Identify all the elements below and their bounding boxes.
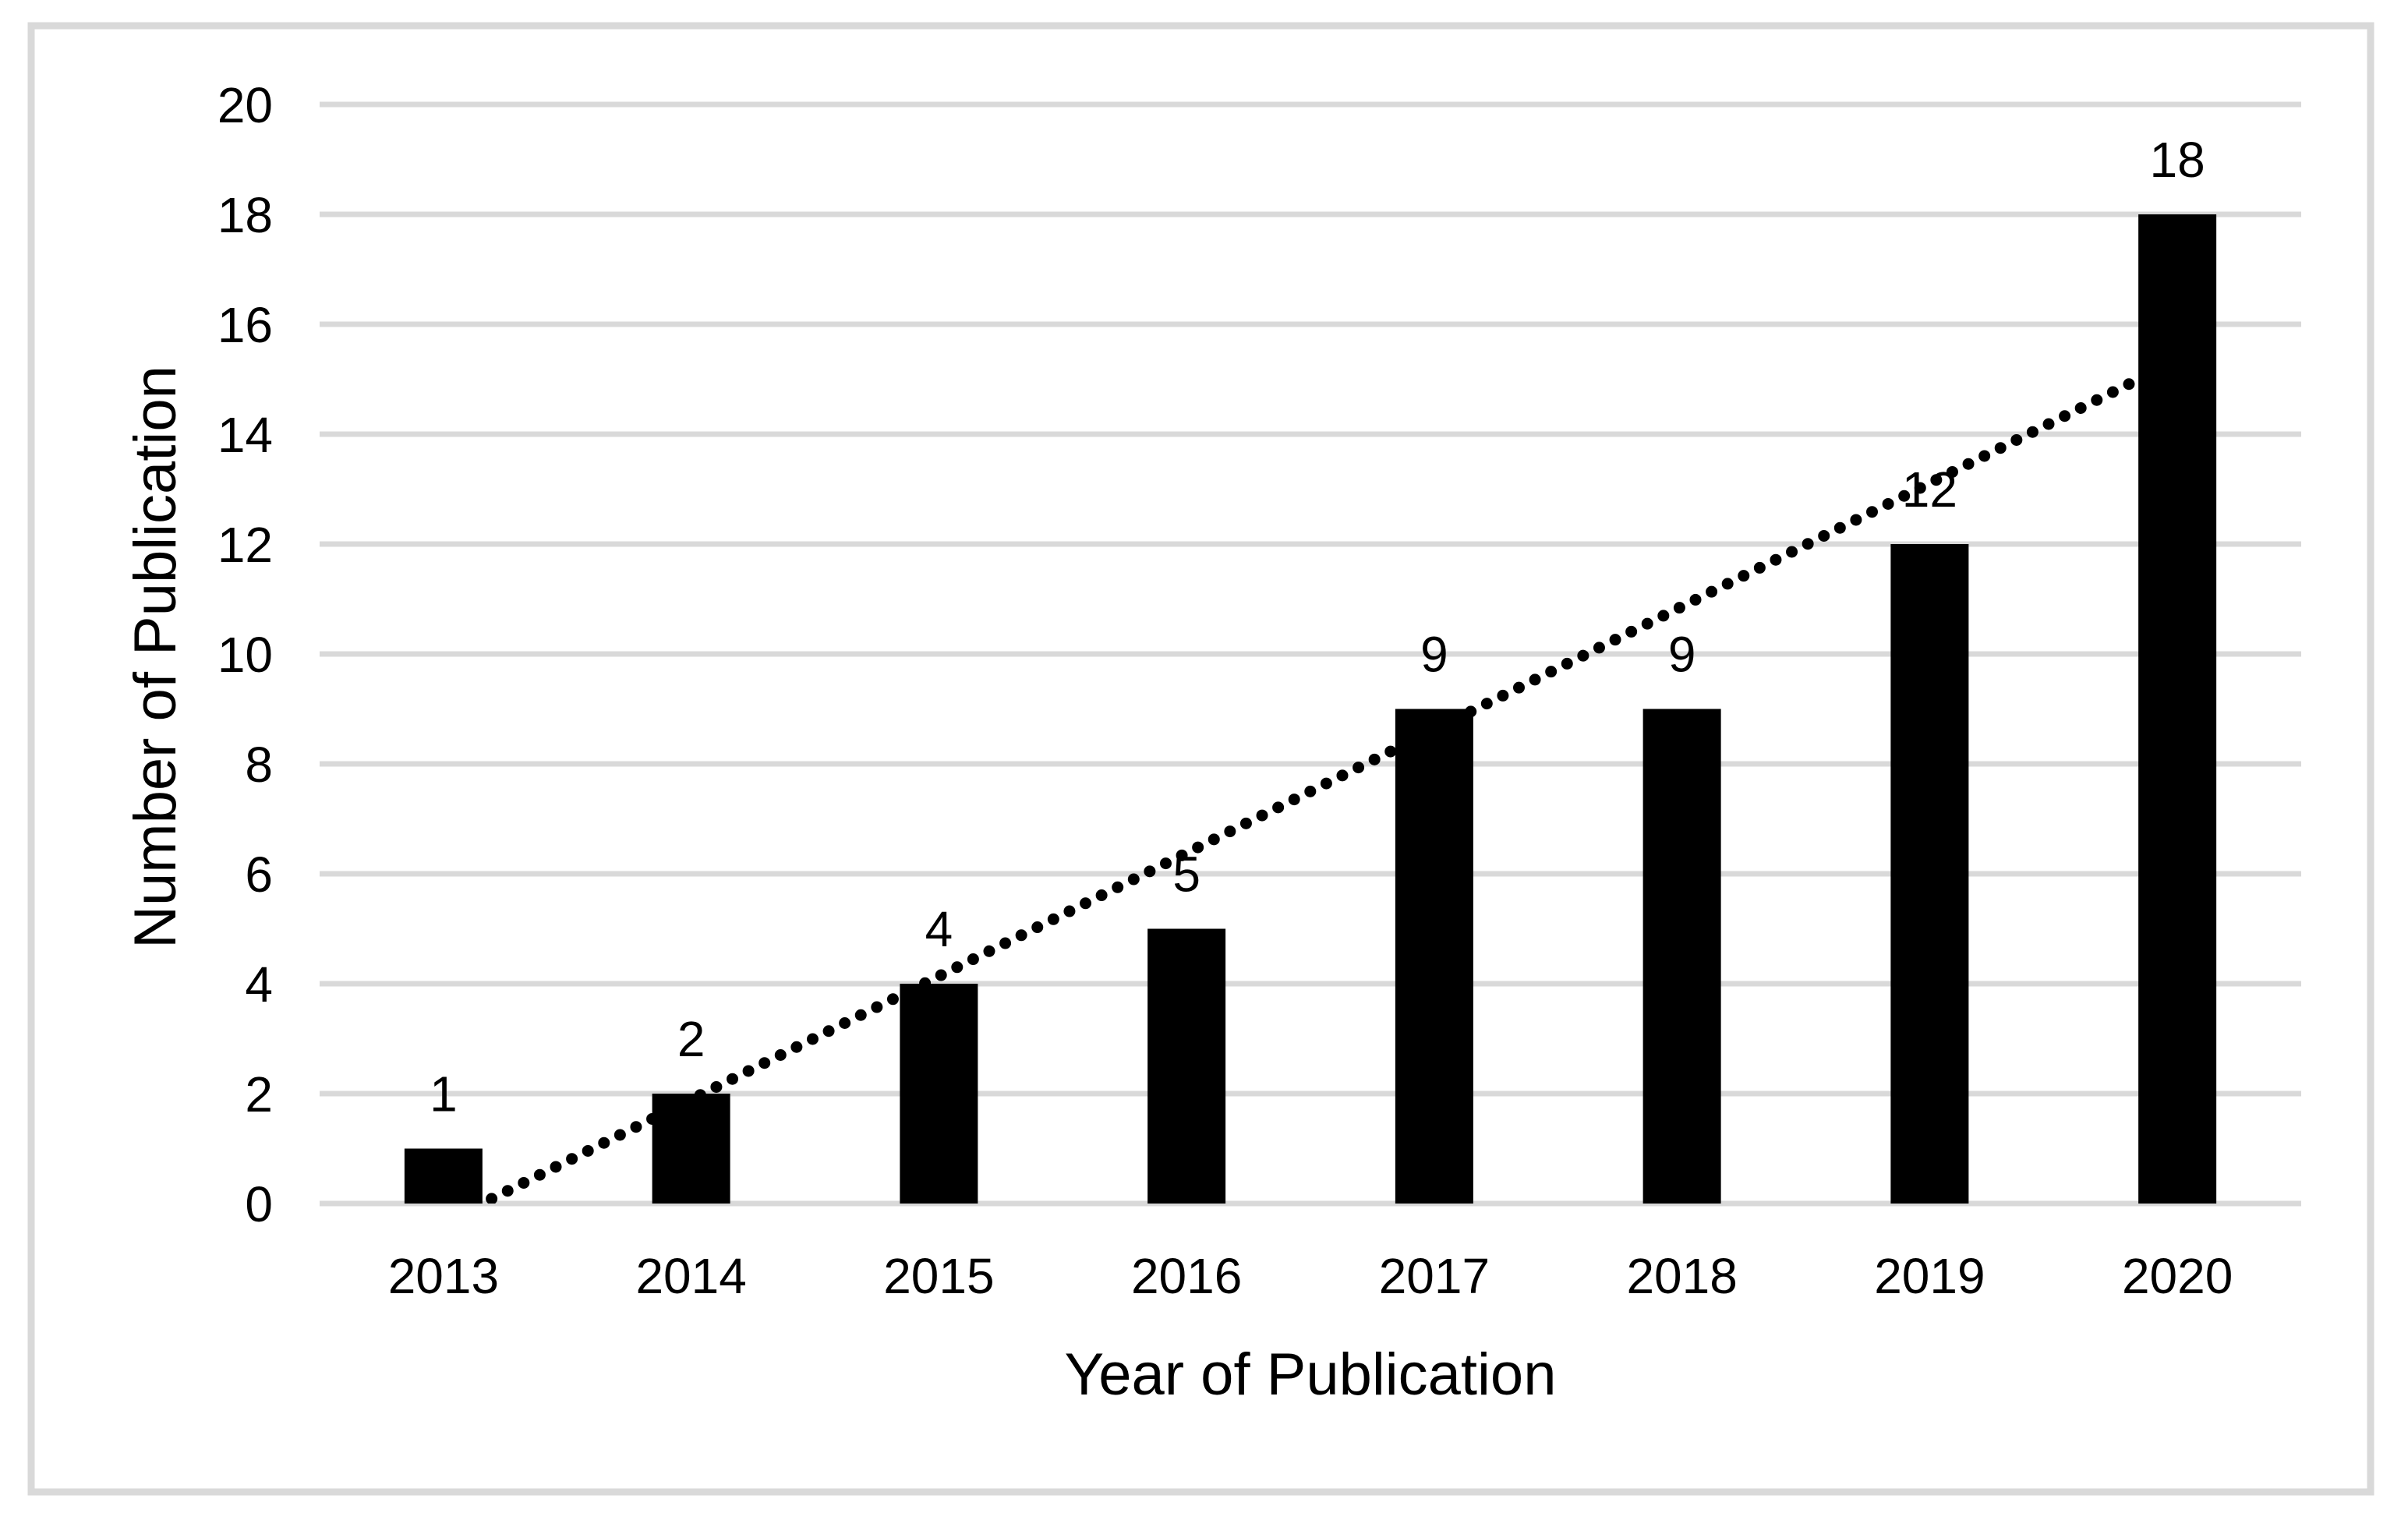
- x-axis-title: Year of Publication: [1064, 1341, 1557, 1408]
- x-axis-category-labels: 2013 2014 2015 2016 2017 2018 2019 2020: [320, 1246, 2301, 1306]
- x-tick-label-2020: 2020: [2121, 1248, 2233, 1304]
- y-tick-label: 10: [217, 627, 273, 683]
- bar-value-label: 18: [2150, 132, 2205, 188]
- bar-2018: [1642, 709, 1721, 1204]
- trendline-layer: [469, 354, 2183, 1204]
- bar-2013: [404, 1148, 483, 1204]
- bar-series: [404, 214, 2217, 1204]
- x-tick-label-2016: 2016: [1130, 1248, 1243, 1304]
- x-tick-label-2018: 2018: [1626, 1248, 1738, 1304]
- y-axis-tick-labels: 0 2 4 6 8 10 12 14 16 18 20: [217, 77, 273, 1232]
- bar-value-label: 4: [925, 901, 953, 957]
- gridlines: [320, 101, 2301, 1207]
- y-tick-label: 20: [217, 77, 273, 133]
- bar-2019: [1890, 544, 1969, 1204]
- y-tick-label: 0: [245, 1176, 273, 1232]
- y-tick-label: 8: [245, 737, 273, 793]
- bar-value-label: 9: [1668, 627, 1696, 683]
- y-tick-label: 12: [217, 517, 273, 573]
- bar-2017: [1395, 709, 1473, 1204]
- y-tick-label: 16: [217, 297, 273, 353]
- bar-value-label: 9: [1420, 627, 1448, 683]
- bar-value-label: 2: [677, 1011, 705, 1067]
- y-tick-label: 14: [217, 407, 273, 463]
- y-tick-label: 4: [245, 956, 273, 1013]
- y-tick-label: 18: [217, 187, 273, 243]
- y-tick-label: 6: [245, 847, 273, 903]
- bar-2020: [2138, 214, 2217, 1204]
- trendline: [469, 354, 2183, 1204]
- chart-frame-border: [27, 22, 2374, 1496]
- bar-2016: [1147, 928, 1226, 1204]
- y-tick-label: 2: [245, 1066, 273, 1122]
- x-tick-label-2014: 2014: [635, 1248, 747, 1304]
- x-tick-label-2013: 2013: [387, 1248, 500, 1304]
- bar-2015: [900, 984, 978, 1204]
- y-axis-title: Number of Publication: [122, 366, 189, 949]
- x-tick-label-2017: 2017: [1378, 1248, 1490, 1304]
- x-tick-label-2019: 2019: [1874, 1248, 1985, 1304]
- x-tick-label-2015: 2015: [883, 1248, 995, 1304]
- bar-value-label: 1: [430, 1066, 458, 1122]
